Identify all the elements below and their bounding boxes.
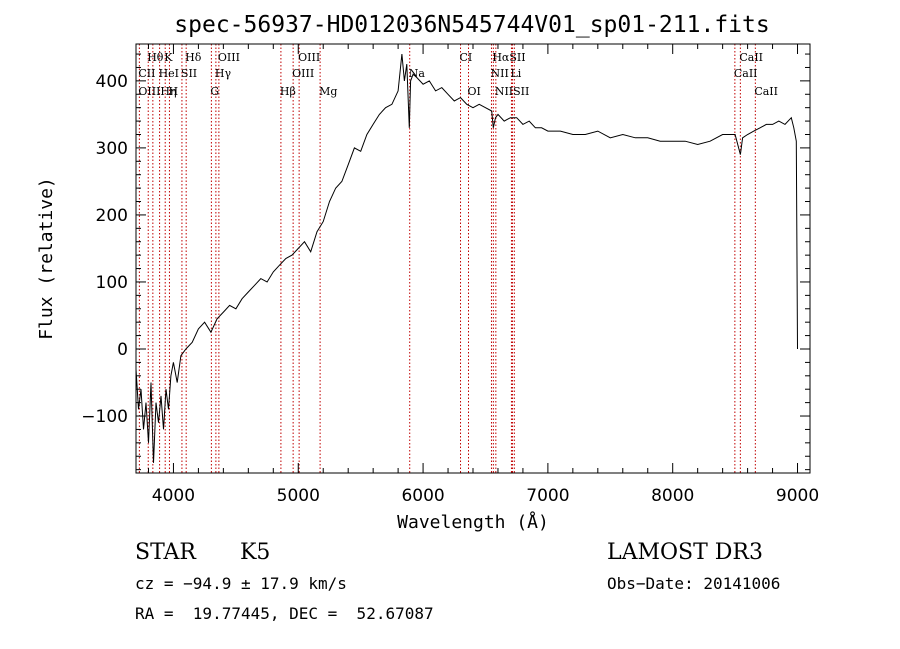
spectrum-line [135, 54, 798, 463]
x-tick-label: 8000 [651, 486, 694, 506]
line-label: Mg [319, 85, 337, 98]
y-tick-label: 0 [117, 340, 128, 360]
object-class: STAR [135, 540, 196, 565]
line-label: SII [181, 67, 197, 80]
line-label: HαSII [492, 51, 525, 64]
line-label: Hγ [215, 67, 232, 80]
line-label: CII [138, 67, 155, 80]
line-label: OIII [298, 51, 320, 64]
line-label: CaII [739, 51, 763, 64]
line-label: Li [510, 67, 521, 80]
plot-frame [135, 43, 811, 474]
line-label: HeI [159, 67, 179, 80]
line-label: NIISII [495, 85, 530, 98]
line-label: Hβ [280, 85, 296, 98]
line-label: OIII [218, 51, 240, 64]
axis-ticks: 4000 5000 6000 7000 8000 9000 −100 0 100 200 300 40… [81, 44, 819, 506]
line-label: K [164, 51, 173, 64]
y-tick-label: 100 [96, 273, 128, 293]
line-label: Na [409, 67, 426, 80]
line-label: NII [490, 67, 508, 80]
line-label: G [210, 85, 219, 98]
survey-name: LAMOST DR3 [607, 540, 763, 565]
x-tick-label: 9000 [776, 486, 819, 506]
x-tick-label: 4000 [152, 486, 195, 506]
coordinates-text: RA = 19.77445, DEC = 52.67087 [135, 604, 434, 623]
y-tick-label: 400 [96, 72, 128, 92]
line-label: OIIIHη [138, 85, 176, 98]
y-tick-label: 200 [96, 206, 128, 226]
redshift-text: cz = −94.9 ± 17.9 km/s [135, 574, 347, 593]
line-label: Hδ [185, 51, 202, 64]
line-label: CaII [734, 67, 758, 80]
series-layer [135, 54, 798, 463]
obs-date-text: Obs−Date: 20141006 [607, 574, 781, 593]
line-label: CI [460, 51, 473, 64]
y-axis-title: Flux (relative) [36, 177, 57, 340]
y-tick-label: −100 [81, 407, 128, 427]
line-label: OI [468, 85, 481, 98]
x-tick-label: 5000 [277, 486, 320, 506]
line-label: CaII [754, 85, 778, 98]
object-subclass: K5 [240, 540, 271, 565]
line-label: H [168, 85, 178, 98]
line-markers [138, 44, 756, 473]
x-tick-label: 6000 [401, 486, 444, 506]
line-label: Hθ [147, 51, 164, 64]
x-tick-label: 7000 [526, 486, 569, 506]
y-tick-label: 300 [96, 139, 128, 159]
x-axis-title: Wavelength (Å) [397, 511, 549, 533]
line-label: OIII [292, 67, 314, 80]
chart-title: spec-56937-HD012036N545744V01_sp01-211.f… [174, 12, 769, 38]
line-labels: Hθ K Hδ OIII OIII CI HαSII CaII CII HeI SII Hγ OIII N… [138, 51, 778, 98]
